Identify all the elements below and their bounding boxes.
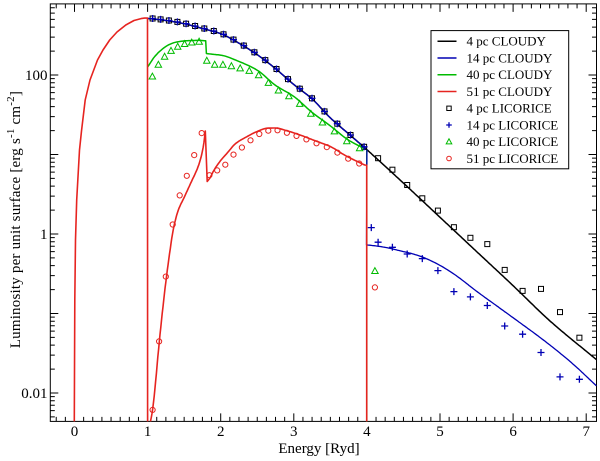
svg-text:14 pc LICORICE: 14 pc LICORICE bbox=[467, 117, 559, 132]
svg-text:51 pc CLOUDY: 51 pc CLOUDY bbox=[467, 84, 554, 99]
svg-text:0.01: 0.01 bbox=[21, 386, 47, 402]
svg-text:7: 7 bbox=[582, 424, 590, 440]
svg-text:4: 4 bbox=[363, 424, 371, 440]
svg-text:1: 1 bbox=[40, 227, 48, 243]
svg-text:6: 6 bbox=[509, 424, 517, 440]
svg-text:100: 100 bbox=[25, 68, 48, 84]
svg-text:3: 3 bbox=[290, 424, 298, 440]
svg-text:2: 2 bbox=[217, 424, 225, 440]
svg-text:5: 5 bbox=[436, 424, 444, 440]
svg-text:Energy [Ryd]: Energy [Ryd] bbox=[278, 441, 359, 456]
svg-text:1: 1 bbox=[144, 424, 152, 440]
svg-text:0: 0 bbox=[71, 424, 79, 440]
svg-text:40 pc CLOUDY: 40 pc CLOUDY bbox=[467, 67, 554, 82]
svg-text:4 pc CLOUDY: 4 pc CLOUDY bbox=[467, 34, 547, 49]
svg-text:40 pc LICORICE: 40 pc LICORICE bbox=[467, 134, 559, 149]
svg-text:Luminosity per unit surface [e: Luminosity per unit surface [erg s-1 cm-… bbox=[5, 91, 24, 348]
svg-text:4 pc LICORICE: 4 pc LICORICE bbox=[467, 101, 552, 116]
svg-text:51 pc LICORICE: 51 pc LICORICE bbox=[467, 151, 559, 166]
svg-text:14 pc CLOUDY: 14 pc CLOUDY bbox=[467, 50, 554, 65]
